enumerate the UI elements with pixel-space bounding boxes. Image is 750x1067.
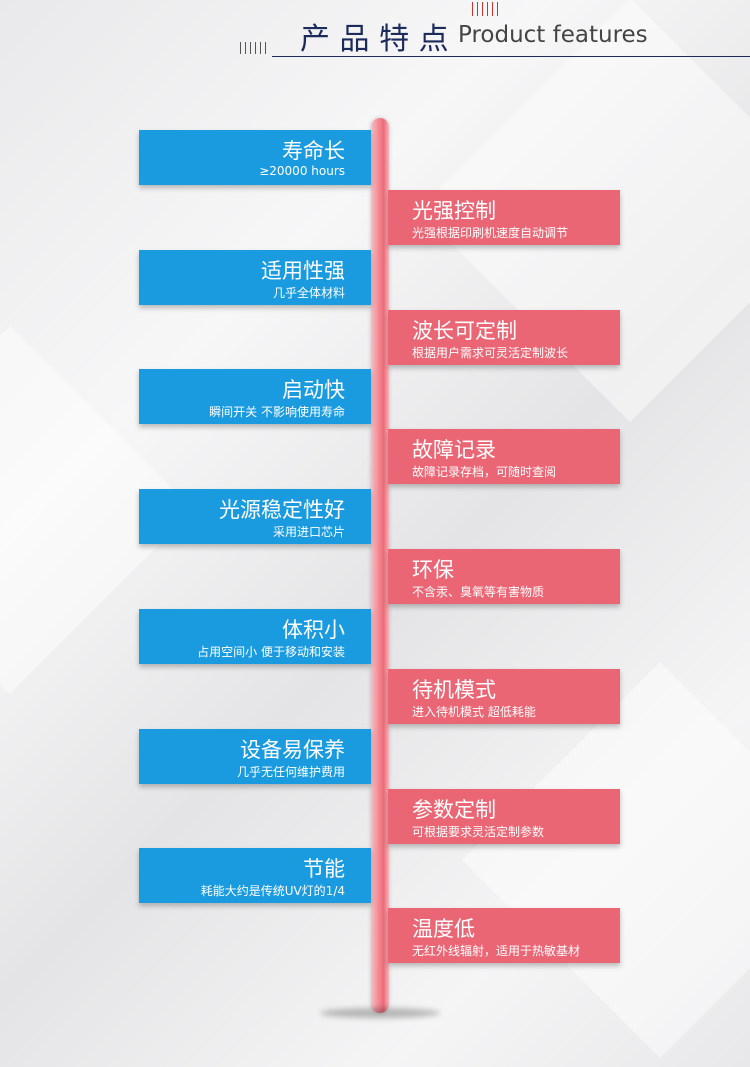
feature-desc: 占用空间小 便于移动和安装	[197, 644, 345, 659]
timeline-pole	[371, 118, 389, 1013]
header-subtitle: Product features	[458, 22, 648, 48]
feature-title: 环保	[412, 558, 454, 583]
deco-bars	[472, 2, 502, 16]
feature-title: 设备易保养	[240, 737, 345, 762]
feature-title: 适用性强	[261, 258, 345, 283]
feature-box-right: 待机模式进入待机模式 超低耗能	[388, 668, 620, 724]
feature-box-left: 体积小占用空间小 便于移动和安装	[139, 608, 371, 664]
feature-box-left: 光源稳定性好采用进口芯片	[139, 489, 371, 545]
header-title: 产 品 特 点	[300, 22, 449, 57]
feature-box-right: 故障记录故障记录存档，可随时查阅	[388, 429, 620, 485]
feature-desc: 瞬间开关 不影响使用寿命	[209, 405, 345, 420]
feature-box-left: 启动快瞬间开关 不影响使用寿命	[139, 369, 371, 425]
feature-title: 光强控制	[412, 199, 496, 223]
feature-title: 节能	[303, 857, 345, 882]
header-line	[272, 56, 750, 57]
feature-desc: 可根据要求灵活定制参数	[412, 824, 545, 839]
feature-desc: 无红外线辐射，适用于热敏基材	[412, 944, 581, 959]
feature-box-right: 参数定制可根据要求灵活定制参数	[388, 788, 620, 844]
feature-box-left: 适用性强几乎全体材料	[139, 249, 371, 305]
feature-desc: 故障记录存档，可随时查阅	[412, 465, 557, 480]
feature-desc: 不含汞、臭氧等有害物质	[412, 585, 545, 600]
pole-shadow	[320, 1008, 440, 1018]
feature-title: 波长可定制	[412, 318, 517, 343]
feature-title: 故障记录	[412, 438, 496, 463]
feature-box-left: 设备易保养几乎无任何维护费用	[139, 728, 371, 784]
feature-desc: 采用进口芯片	[272, 525, 345, 540]
feature-title: 启动快	[282, 378, 345, 403]
deco-bars	[240, 42, 270, 54]
feature-box-right: 光强控制光强根据印刷机速度自动调节	[388, 190, 620, 245]
feature-title: 待机模式	[412, 677, 496, 702]
feature-desc: 根据用户需求可灵活定制波长	[412, 345, 569, 360]
feature-desc: 耗能大约是传统UV灯的1/4	[200, 884, 345, 899]
feature-box-right: 环保不含汞、臭氧等有害物质	[388, 549, 620, 605]
feature-desc: 进入待机模式 超低耗能	[412, 704, 536, 719]
feature-desc: 几乎全体材料	[272, 285, 345, 300]
feature-title: 寿命长	[282, 139, 345, 163]
feature-box-right: 温度低无红外线辐射，适用于热敏基材	[388, 908, 620, 964]
feature-box-left: 节能耗能大约是传统UV灯的1/4	[139, 848, 371, 904]
feature-title: 参数定制	[412, 797, 496, 822]
feature-desc: 几乎无任何维护费用	[236, 764, 345, 779]
feature-desc: ≥20000 hours	[259, 164, 345, 178]
feature-title: 温度低	[412, 917, 475, 942]
feature-title: 光源稳定性好	[219, 498, 345, 523]
feature-desc: 光强根据印刷机速度自动调节	[412, 226, 569, 240]
feature-box-left: 寿命长 ≥20000 hours	[139, 130, 371, 185]
feature-title: 体积小	[282, 617, 345, 642]
feature-box-right: 波长可定制根据用户需求可灵活定制波长	[388, 309, 620, 365]
